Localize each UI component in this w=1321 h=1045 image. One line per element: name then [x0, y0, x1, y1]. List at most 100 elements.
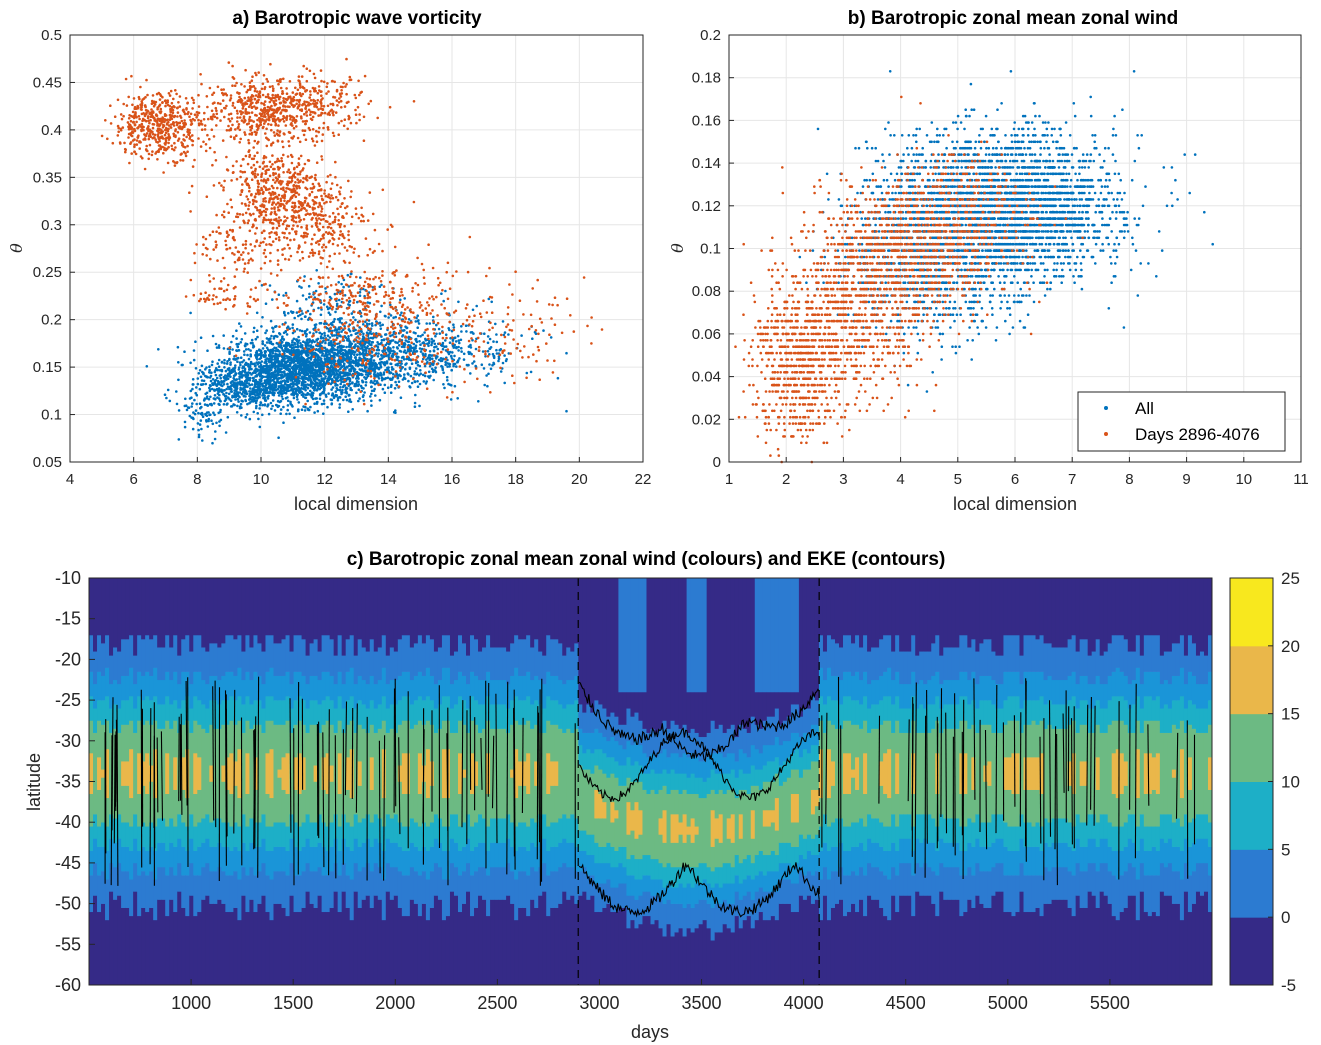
scatter-point: [338, 344, 342, 348]
scatter-point: [235, 134, 238, 137]
scatter-point: [213, 437, 217, 441]
scatter-point: [233, 84, 237, 87]
scatter-point: [273, 134, 277, 137]
scatter-point: [407, 318, 411, 321]
scatter-point: [339, 186, 343, 189]
scatter-point: [198, 402, 202, 406]
scatter-point: [306, 386, 310, 390]
scatter-point: [340, 349, 343, 352]
scatter-point: [243, 344, 247, 347]
scatter-point: [270, 104, 273, 108]
scatter-point: [278, 106, 282, 110]
scatter-point: [134, 152, 138, 156]
scatter-point: [168, 104, 172, 108]
scatter-point: [216, 101, 220, 105]
scatter-point: [180, 141, 183, 144]
scatter-point: [380, 338, 384, 342]
scatter-point: [417, 319, 420, 322]
scatter-point: [251, 388, 255, 391]
scatter-point: [283, 310, 286, 314]
scatter-point: [155, 120, 159, 123]
scatter-point: [331, 102, 335, 106]
scatter-point: [427, 354, 431, 357]
scatter-point: [313, 111, 317, 115]
scatter-point: [176, 115, 179, 118]
scatter-point: [337, 326, 341, 329]
scatter-point: [293, 98, 296, 102]
scatter-point: [278, 119, 281, 123]
scatter-point: [288, 80, 292, 83]
scatter-point: [246, 353, 249, 357]
scatter-point: [317, 379, 321, 382]
scatter-point: [320, 379, 323, 383]
scatter-point: [291, 341, 294, 344]
scatter-point: [330, 398, 334, 402]
scatter-point: [389, 362, 393, 366]
scatter-point: [456, 334, 460, 338]
scatter-point: [145, 78, 148, 82]
scatter-point: [316, 369, 320, 372]
scatter-point: [302, 367, 306, 370]
scatter-point: [300, 390, 304, 394]
scatter-point: [337, 101, 341, 104]
scatter-point: [525, 371, 529, 375]
scatter-point: [129, 119, 133, 123]
scatter-point: [340, 380, 343, 384]
scatter-point: [144, 95, 147, 99]
scatter-point: [150, 153, 154, 157]
scatter-point: [305, 100, 309, 104]
scatter-point: [173, 164, 177, 167]
scatter-point: [325, 92, 328, 95]
scatter-point: [416, 326, 420, 330]
scatter-point: [313, 76, 317, 80]
scatter-point: [136, 136, 140, 139]
scatter-point: [170, 101, 174, 105]
scatter-point: [304, 107, 307, 110]
scatter-point: [549, 336, 553, 339]
scatter-point: [395, 383, 399, 387]
scatter-point: [147, 157, 150, 161]
scatter-point: [320, 332, 324, 336]
scatter-point: [252, 120, 255, 123]
scatter-point: [131, 110, 135, 114]
scatter-point: [277, 80, 281, 83]
scatter-point: [315, 269, 319, 272]
scatter-point: [334, 195, 338, 199]
scatter-point: [240, 376, 244, 379]
scatter-point: [205, 95, 209, 98]
scatter-point: [271, 141, 275, 144]
scatter-point: [133, 127, 136, 131]
scatter-point: [210, 419, 213, 423]
scatter-point: [488, 347, 492, 351]
scatter-point: [441, 368, 445, 372]
scatter-point: [316, 337, 320, 341]
scatter-point: [252, 330, 255, 334]
scatter-point: [333, 329, 337, 332]
scatter-point: [141, 119, 144, 123]
scatter-point: [318, 373, 322, 376]
scatter-point: [271, 399, 275, 402]
scatter-point: [396, 376, 400, 380]
scatter-point: [222, 403, 226, 406]
scatter-point: [357, 388, 361, 392]
scatter-point: [312, 377, 315, 381]
scatter-point: [314, 384, 318, 387]
scatter-point: [302, 393, 305, 396]
scatter-point: [444, 289, 447, 293]
scatter-point: [179, 159, 182, 162]
scatter-point: [223, 377, 226, 380]
scatter-point: [321, 107, 324, 111]
scatter-point: [317, 85, 321, 88]
scatter-point: [199, 419, 203, 422]
scatter-point: [355, 121, 358, 125]
scatter-point: [259, 372, 263, 375]
scatter-point: [354, 332, 358, 336]
scatter-point: [349, 349, 353, 353]
scatter-point: [370, 392, 373, 396]
scatter-point: [379, 342, 382, 346]
scatter-point: [335, 302, 339, 306]
scatter-point: [167, 92, 171, 95]
scatter-point: [133, 138, 136, 141]
scatter-point: [388, 105, 392, 109]
scatter-point: [276, 365, 279, 368]
